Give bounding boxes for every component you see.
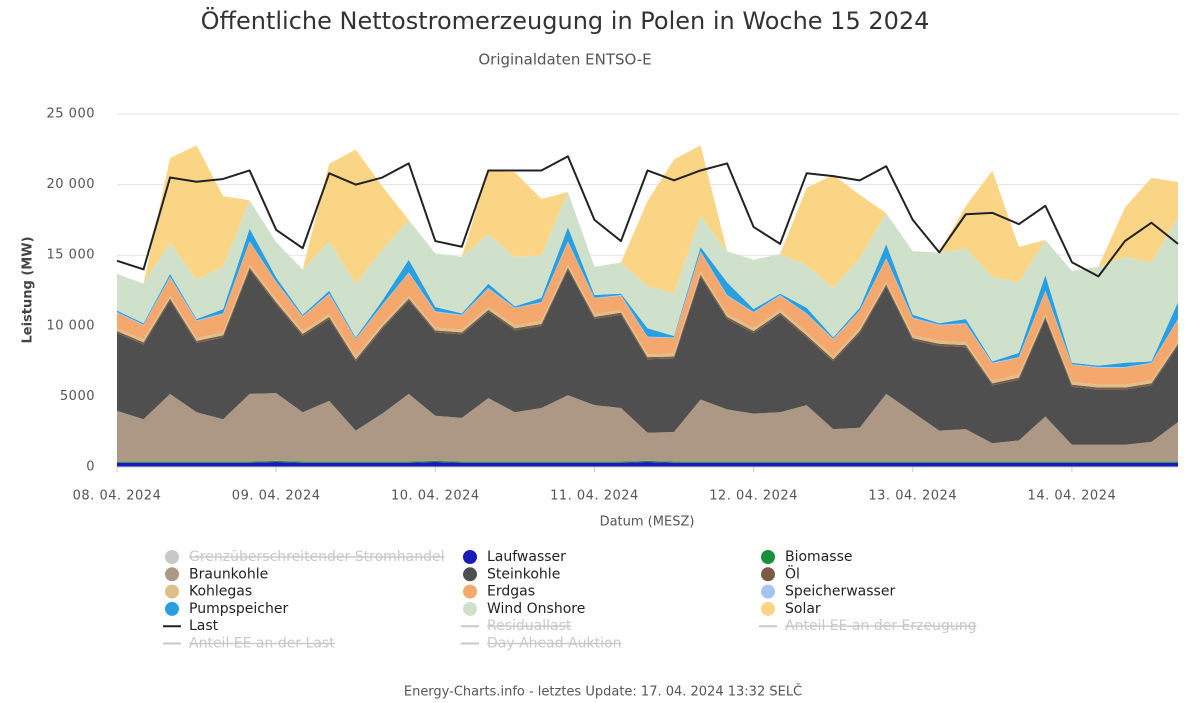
legend-item[interactable]: Residuallast: [461, 618, 572, 634]
area: [117, 393, 1178, 462]
y-tick-label: 25 000: [47, 107, 96, 122]
legend-item[interactable]: Pumpspeicher: [165, 601, 288, 617]
legend-marker: [761, 567, 775, 582]
legend-item[interactable]: Biomasse: [761, 549, 852, 565]
legend-item[interactable]: Day Ahead Auktion: [461, 636, 621, 652]
y-tick-label: 15 000: [47, 248, 96, 263]
legend-marker: [165, 567, 179, 582]
y-tick-label: 20 000: [47, 177, 96, 192]
x-tick-label: 09. 04. 2024: [232, 489, 321, 504]
x-tick-label: 08. 04. 2024: [73, 489, 162, 504]
legend-item[interactable]: Laufwasser: [463, 549, 566, 565]
legend-item[interactable]: Wind Onshore: [463, 601, 585, 617]
x-tick-label: 10. 04. 2024: [391, 489, 480, 504]
footer: Energy-Charts.info - letztes Update: 17.…: [404, 684, 802, 700]
legend-item[interactable]: Solar: [761, 601, 821, 617]
legend-item[interactable]: Braunkohle: [165, 566, 268, 582]
legend-marker: [761, 584, 775, 599]
legend-label[interactable]: Braunkohle: [189, 566, 268, 582]
legend-label[interactable]: Last: [189, 618, 219, 634]
area: [117, 462, 1178, 467]
legend-marker: [165, 601, 179, 616]
legend-label[interactable]: Kohlegas: [189, 584, 252, 600]
legend-marker: [463, 584, 477, 599]
plot-area: [116, 145, 1179, 467]
legend-marker: [165, 550, 179, 564]
legend-label[interactable]: Steinkohle: [487, 566, 560, 582]
x-tick-label: 13. 04. 2024: [868, 489, 957, 504]
legend-label[interactable]: Öl: [785, 564, 800, 582]
legend-marker: [165, 584, 179, 599]
chart-subtitle: Originaldaten ENTSO-E: [478, 51, 651, 69]
line: [116, 155, 1179, 278]
legend-label[interactable]: Pumpspeicher: [189, 601, 288, 617]
legend-marker: [463, 550, 477, 564]
x-axis-title: Datum (MESZ): [600, 515, 695, 530]
legend-label[interactable]: Residuallast: [487, 618, 572, 634]
y-tick-label: 5000: [60, 389, 95, 404]
legend-marker: [463, 567, 477, 582]
legend-label[interactable]: Biomasse: [785, 549, 852, 565]
legend-marker: [761, 601, 775, 616]
area: [117, 145, 1178, 294]
legend-item[interactable]: Kohlegas: [165, 584, 252, 600]
area: [117, 242, 1178, 385]
legend-label[interactable]: Erdgas: [487, 584, 535, 600]
legend-item[interactable]: Speicherwasser: [761, 584, 895, 600]
legend-item[interactable]: Anteil EE an der Last: [163, 636, 335, 652]
y-axis-title: Leistung (MW): [21, 236, 36, 343]
legend-marker: [761, 550, 775, 564]
legend-item[interactable]: Öl: [761, 564, 800, 582]
y-tick-label: 0: [86, 460, 95, 475]
legend-item[interactable]: Grenzüberschreitender Stromhandel: [165, 549, 445, 565]
legend-item[interactable]: Anteil EE an der Erzeugung: [759, 618, 977, 634]
legend-label[interactable]: Solar: [785, 601, 821, 617]
legend-item[interactable]: Erdgas: [463, 584, 535, 600]
legend-label[interactable]: Grenzüberschreitender Stromhandel: [189, 549, 445, 565]
legend-label[interactable]: Laufwasser: [487, 549, 566, 565]
x-tick-label: 14. 04. 2024: [1028, 489, 1117, 504]
area: [117, 460, 1178, 463]
legend-marker: [463, 601, 477, 616]
legend-label[interactable]: Speicherwasser: [785, 584, 895, 600]
legend-label[interactable]: Anteil EE an der Erzeugung: [785, 618, 977, 634]
legend-item[interactable]: Last: [163, 618, 219, 634]
x-tick-label: 12. 04. 2024: [709, 489, 798, 504]
chart-title: Öffentliche Nettostromerzeugung in Polen…: [201, 6, 930, 35]
legend-item[interactable]: Steinkohle: [463, 566, 560, 582]
y-tick-label: 10 000: [47, 318, 96, 333]
legend-label[interactable]: Anteil EE an der Last: [189, 636, 335, 652]
x-tick-label: 11. 04. 2024: [550, 489, 639, 504]
area: [117, 269, 1178, 445]
area: [117, 191, 1178, 366]
legend-label[interactable]: Day Ahead Auktion: [487, 636, 621, 652]
legend-label[interactable]: Wind Onshore: [487, 601, 585, 617]
